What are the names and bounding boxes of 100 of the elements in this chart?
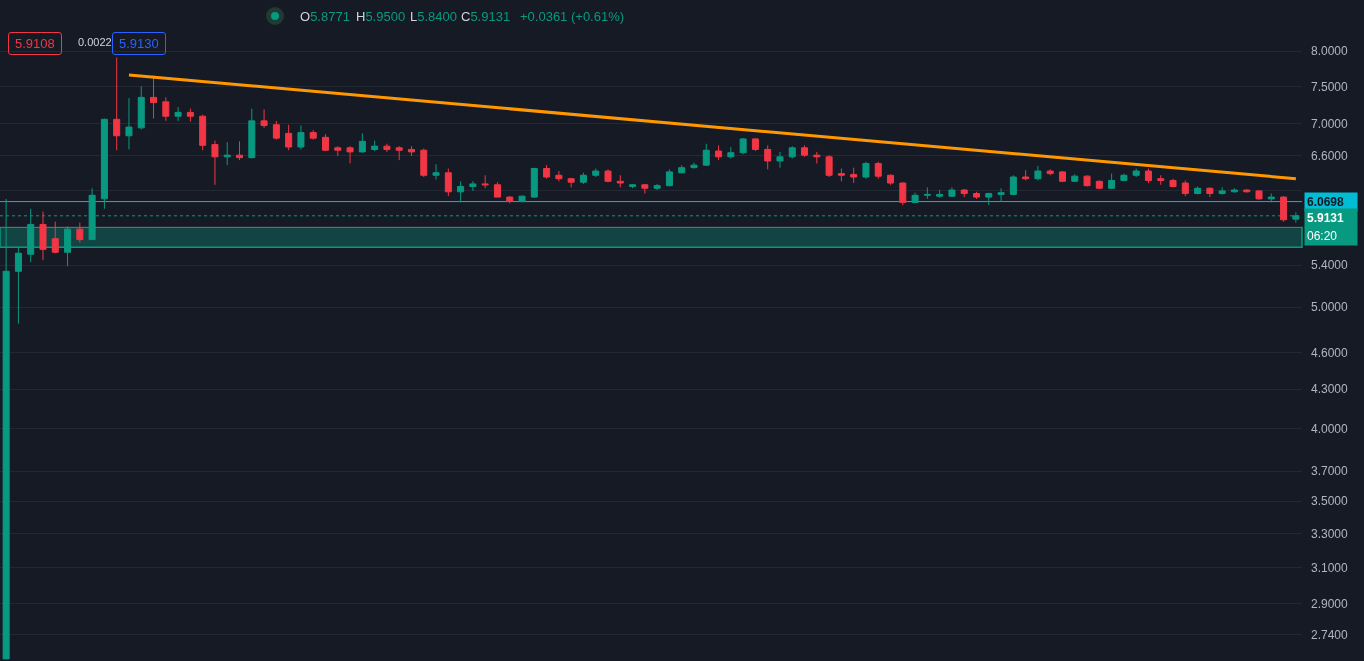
candlestick xyxy=(199,114,207,151)
candlestick xyxy=(801,144,809,158)
candlestick xyxy=(457,180,465,203)
y-tick-label: 3.7000 xyxy=(1311,464,1349,479)
candlestick xyxy=(1230,187,1238,194)
candlestick xyxy=(432,163,440,181)
candlestick xyxy=(420,148,428,178)
candlestick xyxy=(518,194,526,203)
candlestick xyxy=(862,161,870,180)
y-tick-label: 5.0000 xyxy=(1311,300,1349,315)
text: 06:20 xyxy=(1307,229,1338,243)
candlestick xyxy=(1255,189,1263,201)
candlestick xyxy=(186,108,194,123)
candlestick xyxy=(1083,174,1091,188)
candlestick xyxy=(260,108,268,129)
candlestick xyxy=(788,145,796,159)
candlestick xyxy=(555,170,563,182)
candlestick xyxy=(1144,168,1152,184)
candlestick xyxy=(1108,173,1116,190)
candlestick xyxy=(100,118,108,210)
candlestick xyxy=(592,168,600,178)
candlestick xyxy=(248,108,256,159)
candlestick xyxy=(1095,179,1103,190)
candlestick xyxy=(1194,186,1202,195)
candlestick xyxy=(936,189,944,199)
candlestick xyxy=(137,85,145,130)
candlestick xyxy=(825,154,833,178)
candlestick xyxy=(14,245,22,325)
candlestick xyxy=(481,174,489,189)
candlestick xyxy=(702,143,710,167)
candlestick xyxy=(604,168,612,183)
candlestick xyxy=(776,151,784,169)
candlestick xyxy=(1022,169,1030,181)
candlestick xyxy=(567,177,575,188)
y-tick-label: 2.9000 xyxy=(1311,596,1349,611)
y-tick-label: 4.6000 xyxy=(1311,345,1349,360)
candlestick xyxy=(739,137,747,155)
annotation: C5.9131 xyxy=(461,9,511,24)
candlestick xyxy=(1071,173,1079,183)
candlestick xyxy=(1157,174,1165,186)
candlestick xyxy=(506,195,514,204)
candlestick xyxy=(211,140,219,186)
candlestick xyxy=(444,168,452,197)
candlestick xyxy=(1267,193,1275,203)
candlestick xyxy=(334,145,342,157)
candlestick xyxy=(678,164,686,175)
candlestick xyxy=(285,124,293,151)
candlestick xyxy=(297,125,305,150)
candlestick xyxy=(64,225,72,267)
candlestick xyxy=(727,146,735,159)
candlestick xyxy=(39,211,47,261)
candlestick xyxy=(309,129,317,141)
candlestick xyxy=(923,186,931,200)
candlestick xyxy=(641,183,649,195)
annotation: L5.8400 xyxy=(410,9,457,24)
candlestick xyxy=(1132,168,1140,178)
candlestick xyxy=(653,183,661,191)
candlestick xyxy=(997,187,1005,203)
candlestick xyxy=(371,140,379,152)
candlestick xyxy=(125,97,133,150)
candlestick xyxy=(629,183,637,189)
y-tick-label: 2.7400 xyxy=(1311,627,1349,642)
candlestick xyxy=(272,120,280,141)
candlestick xyxy=(1120,173,1128,182)
candlestick xyxy=(174,106,182,122)
candlestick xyxy=(1218,186,1226,195)
candlestick xyxy=(1243,188,1251,194)
candlestick xyxy=(51,221,59,254)
candlestick xyxy=(543,164,551,180)
candlestick xyxy=(715,144,723,161)
candlestick xyxy=(407,145,415,157)
candlestick xyxy=(346,145,354,164)
y-tick-label: 7.5000 xyxy=(1311,79,1349,94)
candlestick xyxy=(113,56,121,151)
candlestick xyxy=(236,140,244,161)
candlestick xyxy=(321,133,330,152)
candlestick xyxy=(972,191,981,200)
candlestick xyxy=(493,181,501,198)
candlestick xyxy=(985,192,993,206)
annotation: 5.9108 xyxy=(8,32,62,55)
y-tick-label: 7.0000 xyxy=(1311,117,1349,132)
candlestick xyxy=(764,144,772,170)
candlestick xyxy=(1034,165,1042,181)
y-tick-label: 4.0000 xyxy=(1311,421,1349,436)
candlestick xyxy=(223,141,231,166)
y-tick-label: 3.5000 xyxy=(1311,494,1349,509)
candlestick xyxy=(948,186,956,198)
y-tick-label: 8.0000 xyxy=(1311,44,1349,59)
candlestick xyxy=(960,188,968,198)
y-tick-label: 4.3000 xyxy=(1311,382,1349,397)
candlestick xyxy=(616,174,624,188)
candlestick xyxy=(1046,168,1054,176)
y-tick-label: 3.1000 xyxy=(1311,560,1349,575)
candlestick xyxy=(874,161,882,180)
candlestick xyxy=(690,162,698,169)
candlestick xyxy=(162,96,170,122)
candlestick xyxy=(911,192,919,204)
candlestick xyxy=(1009,174,1017,196)
candlestick xyxy=(395,145,403,161)
ref-line-label: 6.0698 xyxy=(1307,195,1345,209)
